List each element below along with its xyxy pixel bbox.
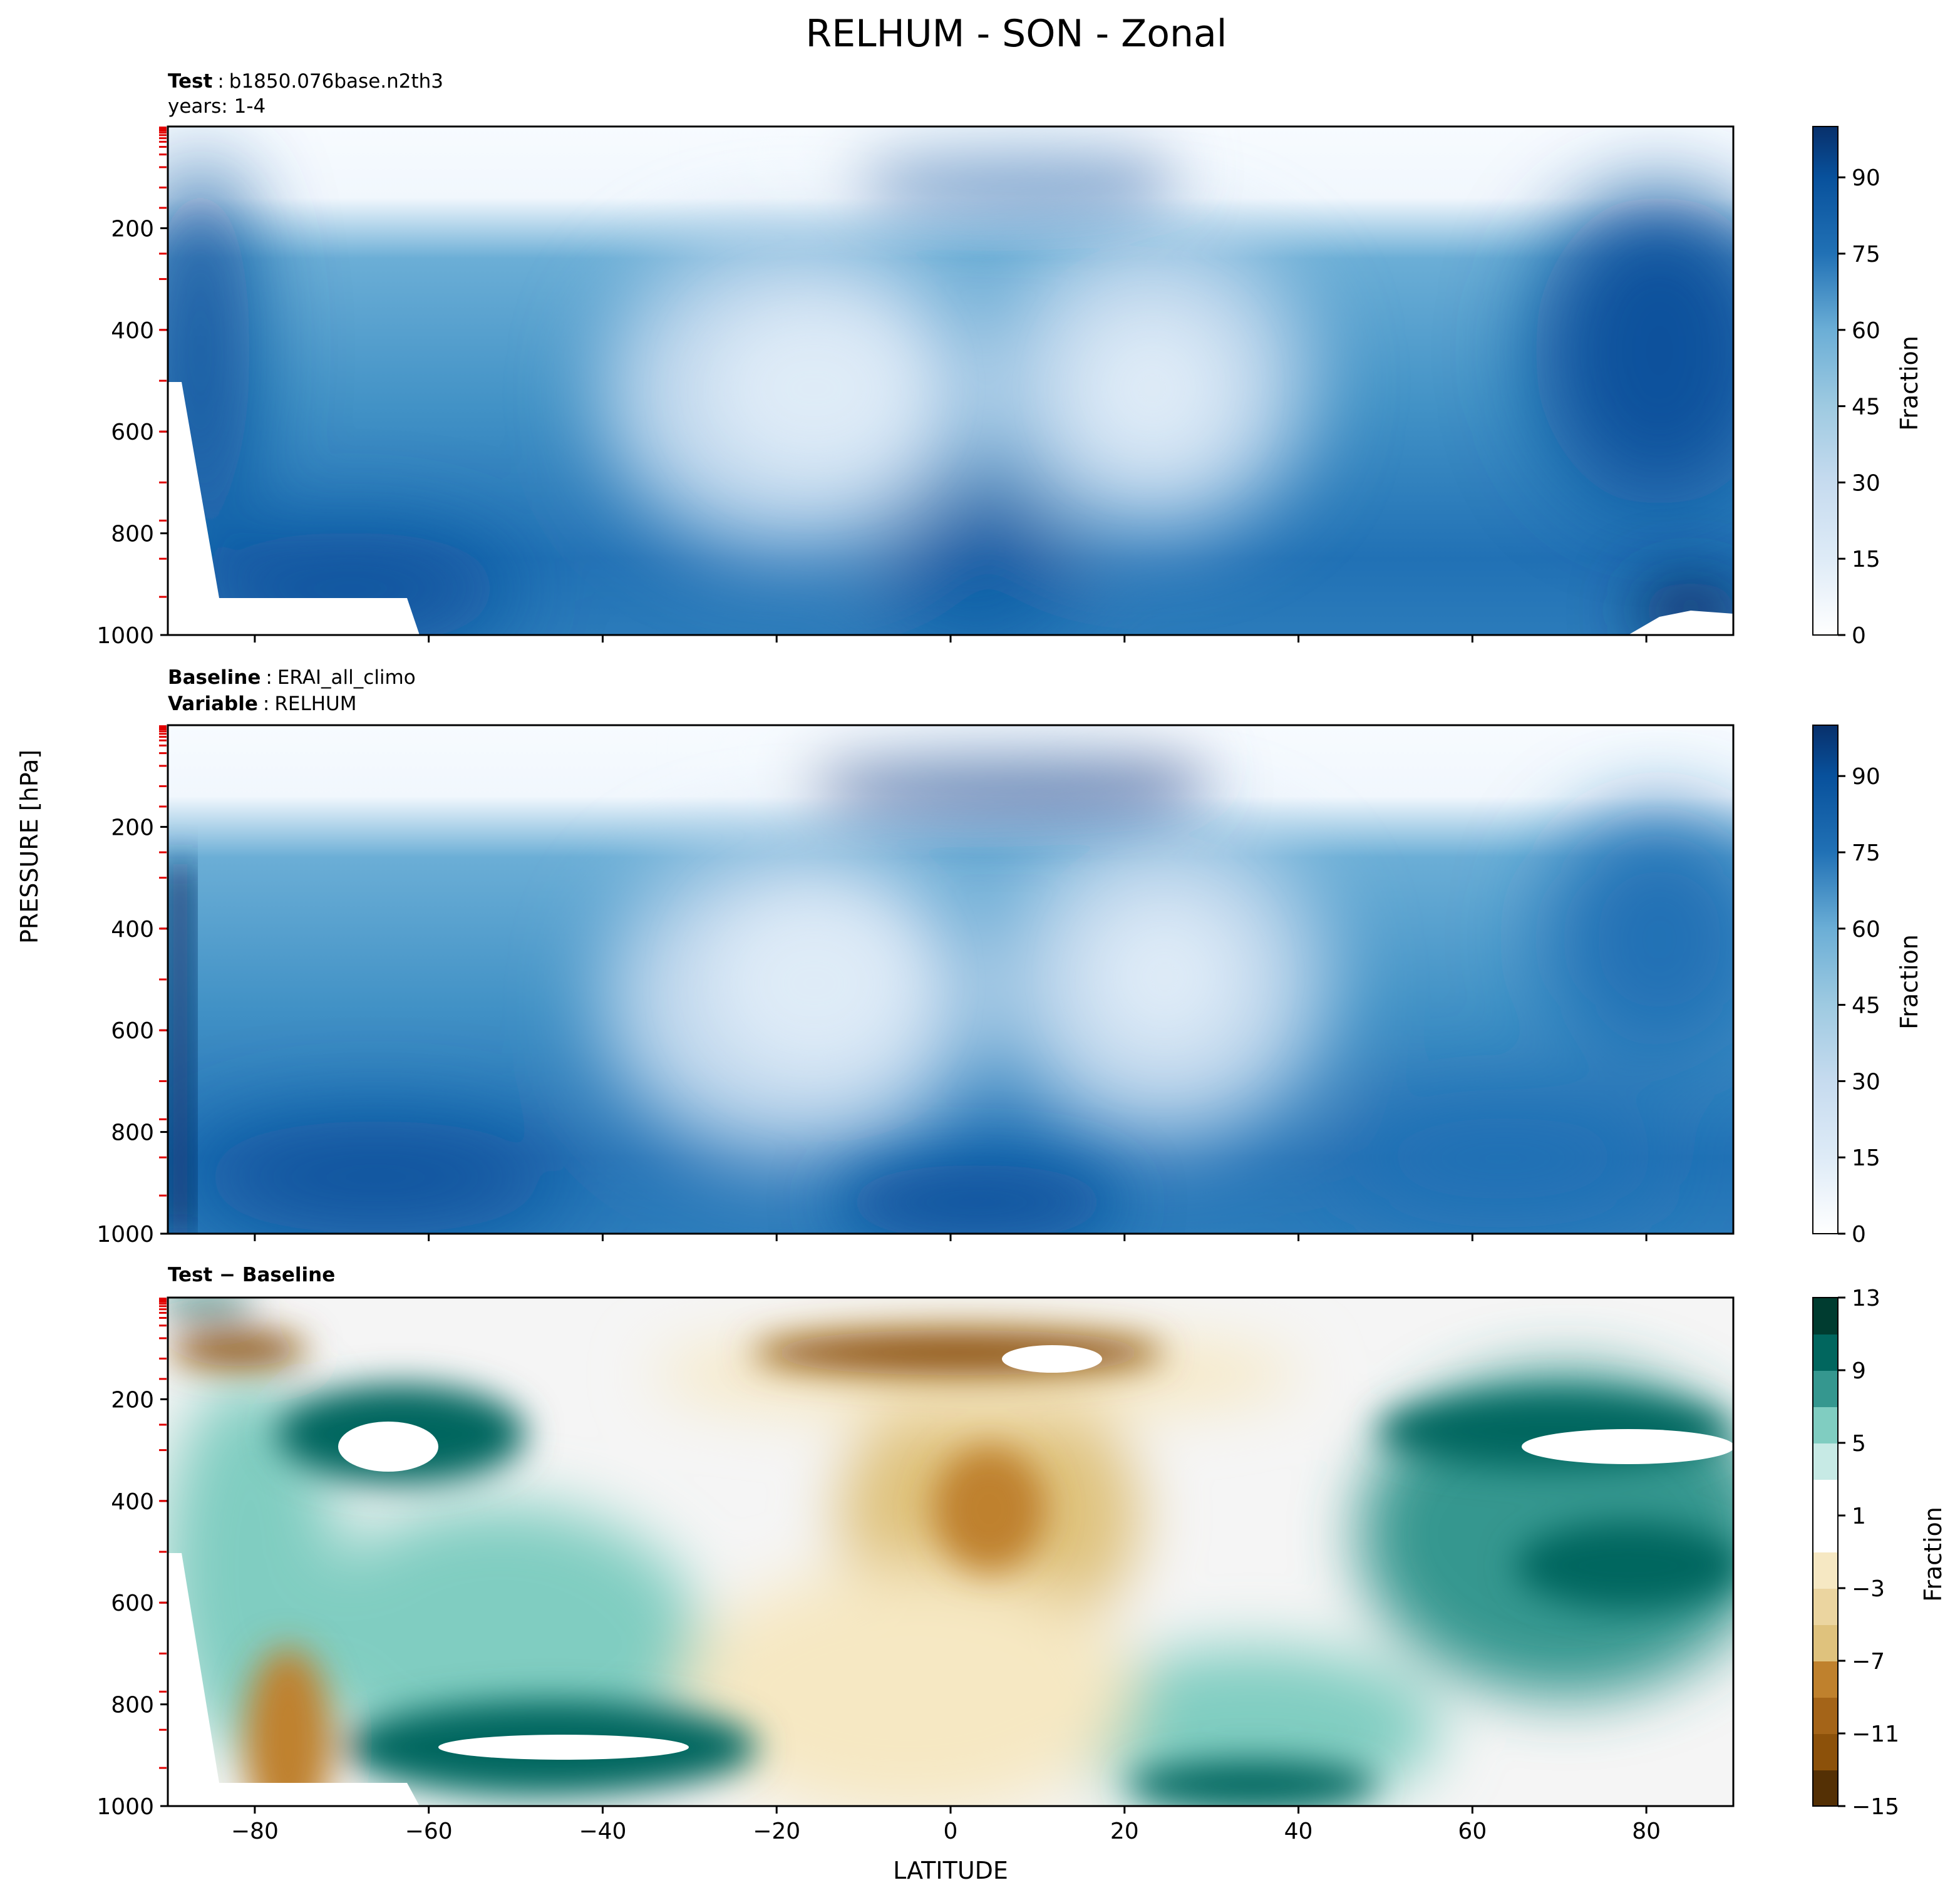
x-tick-label: 40 [1284,1819,1313,1844]
colorbar-tick-label: 30 [1852,470,1880,496]
x-tick-label: 80 [1632,1819,1661,1844]
colorbar-tick-label: 15 [1852,547,1880,572]
colorbar-tick-label: 0 [1852,1222,1866,1247]
colorbar-tick-label: 90 [1852,165,1880,191]
panel-baseline-field [168,725,1733,1234]
colorbar-tick-label: 5 [1852,1431,1866,1457]
panel-test: Test: b1850.076base.n2th3 years: 1-4 [96,70,1923,649]
y-tick-label: 200 [111,815,154,840]
y-tick-label: 200 [111,216,154,242]
colorbar-tick-label: 60 [1852,917,1880,942]
panel-test-colorbar [1812,126,1839,636]
panel-diff-colorbar [1812,1297,1839,1807]
y-axis-label: PRESSURE [hPa] [16,750,43,944]
y-tick-label: 800 [111,522,154,547]
y-tick-label: 1000 [96,1794,154,1820]
panel-baseline-header-line1: Baseline: ERAI_all_climo [168,666,416,689]
panel-diff-colorbar-label: Fraction [1919,1507,1947,1602]
y-tick-label: 400 [111,318,154,344]
panel-test-field [168,126,1733,635]
x-tick-label: 0 [944,1819,958,1844]
colorbar-tick-label: 13 [1852,1286,1880,1311]
figure-title: RELHUM - SON - Zonal [806,12,1227,56]
y-tick-label: 600 [111,420,154,445]
colorbar-tick-label: −15 [1852,1794,1899,1820]
x-tick-label: −60 [405,1819,453,1844]
colorbar-tick-label: 75 [1852,840,1880,866]
colorbar-tick-label: 60 [1852,318,1880,344]
colorbar-tick-label: 75 [1852,242,1880,267]
panel-baseline-header-line2: Variable: RELHUM [168,693,357,715]
panel-diff-header: Test − Baseline [168,1264,335,1286]
y-tick-label: 600 [111,1591,154,1616]
colorbar-tick-label: 45 [1852,395,1880,420]
x-tick-label: −20 [753,1819,800,1844]
colorbar-tick-label: 45 [1852,993,1880,1019]
colorbar-tick-label: 0 [1852,623,1866,649]
x-tick-label: −40 [579,1819,626,1844]
colorbar-tick-label: 30 [1852,1069,1880,1095]
y-tick-label: 800 [111,1693,154,1718]
x-axis-label: LATITUDE [893,1857,1008,1884]
colorbar-tick-label: −7 [1852,1649,1885,1675]
colorbar-tick-label: 90 [1852,764,1880,790]
panel-baseline-colorbar-label: Fraction [1896,934,1923,1030]
colorbar-tick-label: 1 [1852,1504,1866,1529]
colorbar-tick-label: 9 [1852,1358,1866,1384]
x-tick-label: 60 [1458,1819,1487,1844]
panel-baseline-colorbar [1812,725,1839,1234]
y-tick-label: 600 [111,1018,154,1044]
y-tick-label: 1000 [96,623,154,649]
y-tick-label: 400 [111,1489,154,1515]
colorbar-tick-label: −3 [1852,1576,1885,1602]
y-tick-label: 800 [111,1120,154,1146]
panel-baseline: Baseline: ERAI_all_climo Variable: RELHUM [96,666,1923,1247]
y-tick-label: 400 [111,917,154,942]
y-tick-label: 1000 [96,1222,154,1247]
y-tick-label: 200 [111,1387,154,1413]
x-tick-label: 20 [1110,1819,1139,1844]
colorbar-tick-label: −11 [1852,1722,1899,1747]
panel-test-header-line1: Test: b1850.076base.n2th3 [168,70,443,93]
colorbar-tick-label: 15 [1852,1145,1880,1171]
panel-diff: Test − Baseline [96,1264,1947,1844]
panel-diff-field [168,1298,1733,1806]
panel-test-colorbar-label: Fraction [1896,336,1923,431]
x-tick-label: −80 [231,1819,279,1844]
panel-test-header-line2: years: 1-4 [168,95,266,118]
